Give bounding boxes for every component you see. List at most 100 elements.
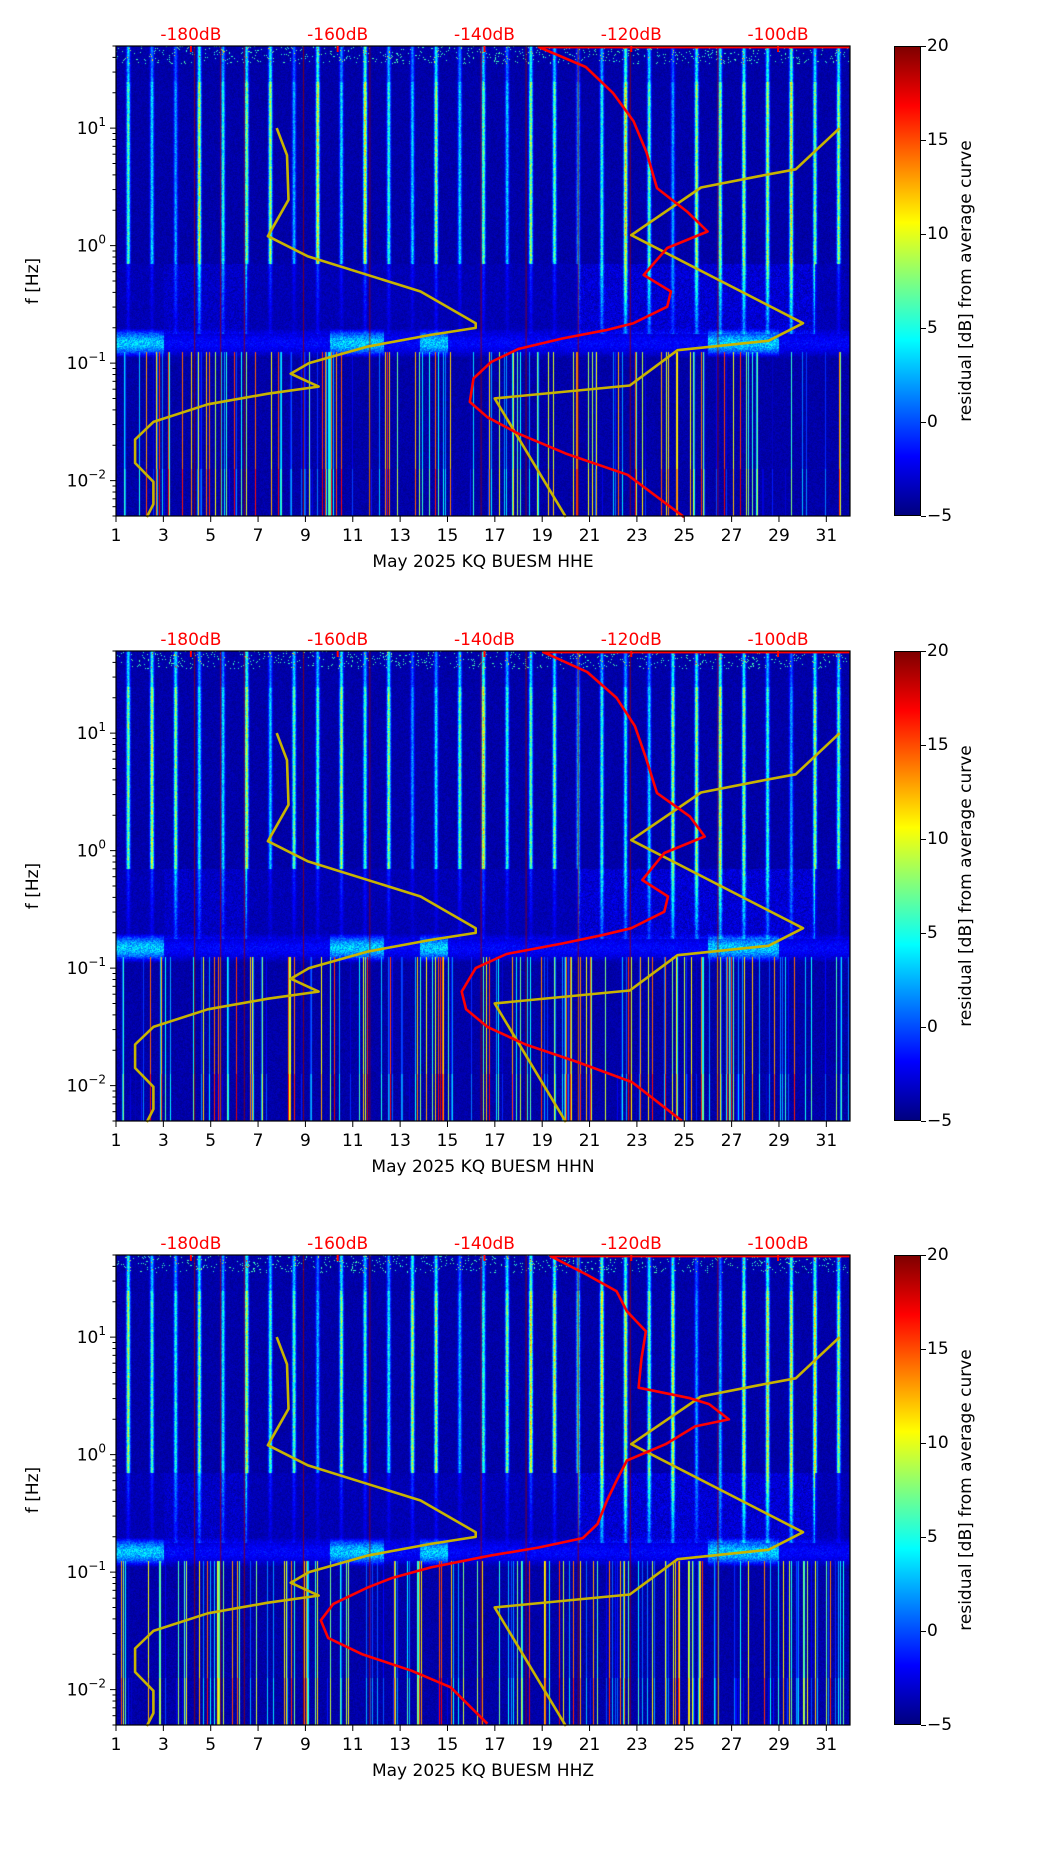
x-axis-label: May 2025 KQ BUESM HHN [371, 1157, 594, 1177]
spectrogram-panel-hhz: 1 3 5 7 9 11 13 15 17 19 21 23 25 27 29 31 May 2025 KQ B… [0, 1234, 1052, 1855]
top-db-tick-label: -140dB [454, 630, 515, 650]
x-tick-label: 23 [626, 1131, 648, 1151]
low-noise-model-curve [133, 127, 478, 518]
x-tick-label: 9 [300, 526, 311, 546]
colorbar-tick-label: 0 [921, 412, 938, 432]
top-db-tick-label: -120dB [601, 1234, 662, 1254]
colorbar [894, 46, 921, 516]
low-noise-model-curve [133, 1336, 478, 1727]
colorbar-label: residual [dB] from average curve [956, 1349, 976, 1631]
top-db-tick-label: -160dB [307, 25, 368, 45]
x-tick-label: 13 [389, 526, 411, 546]
y-tick-label: 10−1 [67, 350, 106, 374]
x-tick-label: 7 [253, 1131, 264, 1151]
x-tick-label: 3 [158, 1735, 169, 1755]
x-tick-label: 15 [437, 1735, 459, 1755]
y-tick-base: 10 [77, 1446, 99, 1466]
x-tick-label: 19 [531, 1131, 553, 1151]
y-axis-label: f [Hz] [23, 258, 43, 304]
y-tick-base: 10 [77, 237, 99, 257]
x-tick-label: 11 [342, 1131, 364, 1151]
top-db-tick-label: -140dB [454, 25, 515, 45]
x-tick-label: 21 [579, 526, 601, 546]
y-tick-exponent: 1 [98, 115, 106, 129]
colorbar-tick-label: 0 [921, 1017, 938, 1037]
y-tick-exponent: 0 [98, 1442, 106, 1456]
spectrogram-heatmap [116, 46, 850, 516]
y-tick-exponent: −2 [88, 1677, 106, 1691]
y-tick-exponent: −1 [88, 1559, 106, 1573]
y-tick-exponent: −2 [88, 468, 106, 482]
x-tick-label: 13 [389, 1735, 411, 1755]
x-tick-label: 25 [673, 1131, 695, 1151]
colorbar-tick-label: 15 [921, 130, 949, 150]
y-tick-base: 10 [67, 1563, 89, 1583]
colorbar-tick-label: 15 [921, 1339, 949, 1359]
y-tick-label: 101 [77, 720, 106, 744]
colorbar-tick-label: 10 [921, 829, 949, 849]
y-tick-exponent: 1 [98, 1324, 106, 1338]
y-tick-label: 10−2 [67, 468, 106, 492]
colorbar-tick-label: 10 [921, 1433, 949, 1453]
x-tick-label: 31 [816, 1131, 838, 1151]
top-db-tick-label: -140dB [454, 1234, 515, 1254]
x-tick-label: 31 [816, 526, 838, 546]
high-noise-model-curve [493, 127, 841, 518]
y-tick-base: 10 [67, 1077, 89, 1097]
y-tick-label: 100 [77, 233, 106, 257]
x-tick-label: 17 [484, 526, 506, 546]
colorbar-label: residual [dB] from average curve [956, 745, 976, 1027]
spectrogram-panel-hhe: 1 3 5 7 9 11 13 15 17 19 21 23 25 27 29 31 May 2025 KQ B… [0, 25, 1052, 646]
x-tick-label: 25 [673, 1735, 695, 1755]
x-tick-label: 5 [205, 526, 216, 546]
x-tick-label: 15 [437, 526, 459, 546]
x-tick-label: 11 [342, 526, 364, 546]
x-tick-label: 17 [484, 1735, 506, 1755]
top-db-tick-label: -120dB [601, 630, 662, 650]
x-axis-label: May 2025 KQ BUESM HHE [372, 552, 593, 572]
median-psd-curve [460, 650, 850, 1122]
x-tick-label: 15 [437, 1131, 459, 1151]
y-tick-label: 100 [77, 838, 106, 862]
y-axis-label: f [Hz] [23, 863, 43, 909]
x-tick-label: 21 [579, 1735, 601, 1755]
x-axis-label: May 2025 KQ BUESM HHZ [372, 1761, 594, 1781]
y-tick-base: 10 [77, 724, 99, 744]
x-tick-label: 1 [111, 1735, 122, 1755]
y-tick-exponent: 0 [98, 233, 106, 247]
x-tick-label: 5 [205, 1131, 216, 1151]
colorbar-tick-label: 20 [921, 641, 949, 661]
colorbar-tick-label: −5 [920, 506, 953, 526]
x-tick-label: 5 [205, 1735, 216, 1755]
x-tick-label: 3 [158, 526, 169, 546]
x-tick-label: 29 [768, 1131, 790, 1151]
colorbar-tick-label: 5 [921, 923, 938, 943]
spectrogram-panel-hhn: 1 3 5 7 9 11 13 15 17 19 21 23 25 27 29 31 May 2025 KQ B… [0, 630, 1052, 1251]
plot-frame [115, 650, 851, 1122]
x-tick-label: 1 [111, 1131, 122, 1151]
top-db-tick-label: -180dB [160, 630, 221, 650]
colorbar-tick-label: −5 [920, 1111, 953, 1131]
x-tick-label: 27 [721, 1131, 743, 1151]
top-db-tick-label: -100dB [748, 25, 809, 45]
colorbar [894, 1255, 921, 1725]
y-tick-exponent: −1 [88, 955, 106, 969]
x-tick-label: 9 [300, 1735, 311, 1755]
y-tick-label: 10−1 [67, 955, 106, 979]
median-psd-curve [319, 1254, 850, 1725]
high-noise-model-curve [493, 1336, 841, 1727]
x-tick-label: 3 [158, 1131, 169, 1151]
median-psd-curve [468, 45, 850, 519]
colorbar-tick-label: 20 [921, 36, 949, 56]
top-db-tick-label: -120dB [601, 25, 662, 45]
y-tick-label: 101 [77, 115, 106, 139]
x-tick-label: 1 [111, 526, 122, 546]
x-tick-label: 29 [768, 1735, 790, 1755]
y-tick-exponent: 1 [98, 720, 106, 734]
top-db-tick-label: -180dB [160, 1234, 221, 1254]
y-tick-base: 10 [77, 119, 99, 139]
x-tick-label: 11 [342, 1735, 364, 1755]
y-tick-exponent: −1 [88, 350, 106, 364]
